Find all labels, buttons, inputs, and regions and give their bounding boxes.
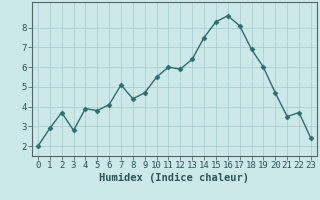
X-axis label: Humidex (Indice chaleur): Humidex (Indice chaleur)	[100, 173, 249, 183]
